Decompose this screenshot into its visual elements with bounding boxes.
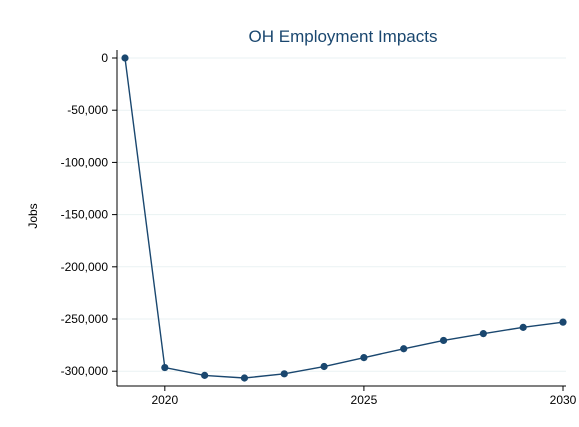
data-point (519, 323, 527, 331)
y-tick-label: -250,000 (61, 312, 109, 326)
data-point (121, 54, 129, 62)
data-point (360, 354, 368, 362)
chart-title: OH Employment Impacts (249, 27, 438, 46)
y-tick-label: -300,000 (61, 364, 109, 378)
data-point (161, 363, 169, 372)
data-point (320, 362, 328, 371)
data-point (201, 371, 209, 379)
x-tick-label: 2020 (151, 393, 178, 407)
series-group (121, 54, 567, 382)
data-point (559, 318, 567, 326)
data-point (280, 370, 288, 378)
axes: 0 -50,000 -100,000 -150,000 -200,000 -250,000… (61, 50, 577, 407)
data-point (240, 374, 249, 382)
series-line (124, 57, 564, 379)
grid-lines (117, 57, 566, 372)
y-axis-label: Jobs (26, 203, 40, 228)
data-point (400, 345, 408, 353)
x-tick-label: 2030 (550, 393, 577, 407)
y-tick-label: -150,000 (61, 208, 109, 222)
data-point (479, 330, 487, 338)
data-point (439, 336, 448, 345)
y-tick-label: 0 (101, 51, 108, 65)
y-tick-label: -100,000 (61, 155, 109, 169)
x-tick-label: 2025 (351, 393, 378, 407)
y-tick-label: -200,000 (61, 260, 109, 274)
y-tick-label: -50,000 (67, 103, 108, 117)
